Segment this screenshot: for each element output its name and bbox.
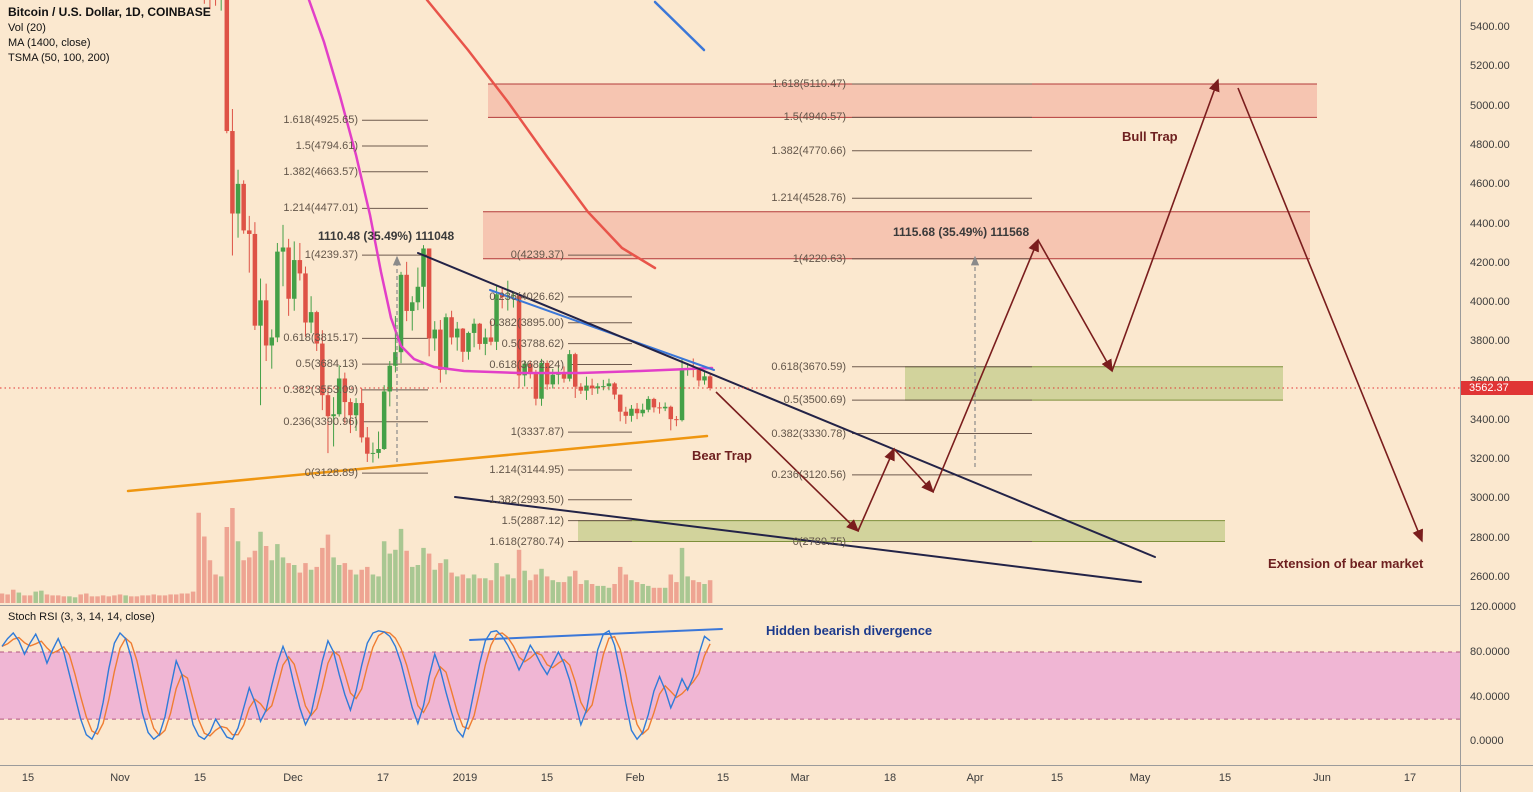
fib-level-label-right: 0.382(3330.78) [771, 427, 846, 440]
price-tick: 2800.00 [1470, 531, 1510, 544]
fib-level-label-mid: 0.618(3682.24) [489, 358, 564, 371]
price-tick: 4200.00 [1470, 256, 1510, 269]
fib-level-label-left: 1.214(4477.01) [283, 202, 358, 215]
price-tick: 4600.00 [1470, 178, 1510, 191]
fib-level-label-right: 0.236(3120.56) [771, 468, 846, 481]
fib-range-label-left[interactable]: 1110.48 (35.49%) 111048 [318, 229, 455, 243]
fib-level-label-mid: 1.382(2993.50) [489, 493, 564, 506]
fib-level-label-mid: 0.382(3895.00) [489, 316, 564, 329]
time-tick: 2019 [452, 772, 478, 784]
legend-volume-study[interactable]: Vol (20) [8, 22, 46, 34]
legend-tsma-study[interactable]: TSMA (50, 100, 200) [8, 52, 110, 64]
fib-level-label-right: 1.382(4770.66) [771, 144, 846, 157]
fib-level-label-left: 1.5(4794.61) [295, 140, 358, 153]
price-tick: 3200.00 [1470, 453, 1510, 466]
price-tick: 3000.00 [1470, 492, 1510, 505]
price-tick: 2600.00 [1470, 571, 1510, 584]
last-price-tag: 3562.37 [1461, 381, 1533, 396]
time-tick: May [1129, 772, 1151, 784]
time-tick: 18 [883, 772, 897, 784]
time-tick: 15 [21, 772, 35, 784]
fib-range-label-right[interactable]: 1115.68 (35.49%) 111568 [893, 225, 1030, 239]
fib-level-label-right: 1.5(4940.57) [783, 111, 846, 124]
stoch-tick: 0.0000 [1470, 735, 1504, 748]
bear-trap-annotation[interactable]: Bear Trap [692, 448, 752, 463]
time-tick: 15 [716, 772, 730, 784]
time-tick: Feb [625, 772, 645, 784]
price-tick: 5400.00 [1470, 21, 1510, 34]
stoch-tick: 80.0000 [1470, 646, 1510, 658]
fib-level-label-mid: 1.618(2780.74) [489, 535, 564, 548]
time-tick: Apr [966, 772, 984, 784]
fib-level-label-mid: 1.5(2887.12) [501, 514, 564, 527]
fib-level-label-left: 1.382(4663.57) [283, 165, 358, 178]
time-tick: 15 [540, 772, 554, 784]
fib-level-label-left: 1(4239.37) [304, 249, 358, 262]
time-tick: 17 [1403, 772, 1417, 784]
price-tick: 3400.00 [1470, 413, 1510, 426]
fib-level-label-left: 0.236(3390.96) [283, 415, 358, 428]
time-tick: 15 [1050, 772, 1064, 784]
fib-level-label-right: 0(2780.75) [792, 535, 846, 548]
time-tick: Mar [790, 772, 810, 784]
fib-level-label-left: 0.5(3684.13) [295, 358, 358, 371]
time-tick: Dec [283, 772, 303, 784]
stoch-tick: 40.0000 [1470, 690, 1510, 703]
fib-level-label-left: 0.382(3553.09) [283, 383, 358, 396]
time-tick: 15 [1218, 772, 1232, 784]
fib-level-label-mid: 1(3337.87) [510, 426, 564, 439]
fib-level-label-right: 0.5(3500.69) [783, 394, 846, 407]
time-tick: 15 [193, 772, 207, 784]
price-tick: 4800.00 [1470, 138, 1510, 151]
fib-level-label-left: 1.618(4925.65) [283, 114, 358, 127]
price-tick: 4000.00 [1470, 296, 1510, 309]
extension-bear-market-annotation[interactable]: Extension of bear market [1268, 556, 1424, 571]
fib-level-label-left: 0(3128.89) [304, 467, 358, 480]
legend-ma-study[interactable]: MA (1400, close) [8, 37, 91, 49]
fib-level-label-right: 1.618(5110.47) [772, 78, 846, 90]
time-tick: Nov [110, 772, 130, 784]
fib-level-label-right: 1(4220.63) [792, 252, 846, 265]
price-tick: 5200.00 [1470, 60, 1510, 73]
price-tick: 4400.00 [1470, 217, 1510, 230]
price-tick: 3800.00 [1470, 335, 1510, 348]
stoch-tick: 120.0000 [1470, 601, 1516, 614]
fib-level-label-right: 1.214(4528.76) [771, 192, 846, 205]
fib-level-label-mid: 1.214(3144.95) [489, 464, 564, 477]
bull-trap-annotation[interactable]: Bull Trap [1122, 129, 1178, 144]
fib-level-label-mid: 0.236(4026.62) [489, 290, 564, 303]
time-tick: Jun [1313, 772, 1331, 784]
fib-level-label-right: 0.618(3670.59) [771, 360, 846, 373]
fib-level-label-left: 0.618(3815.17) [283, 332, 358, 345]
fib-level-label-mid: 0.5(3788.62) [501, 337, 564, 350]
hidden-bearish-divergence-annotation[interactable]: Hidden bearish divergence [766, 623, 933, 638]
fib-level-label-mid: 0(4239.37) [510, 249, 564, 262]
time-tick: 17 [376, 772, 390, 784]
price-tick: 5000.00 [1470, 99, 1510, 112]
stoch-rsi-legend[interactable]: Stoch RSI (3, 3, 14, 14, close) [8, 611, 155, 623]
chart-legend: Bitcoin / U.S. Dollar, 1D, COINBASE Vol … [8, 5, 211, 64]
symbol-title[interactable]: Bitcoin / U.S. Dollar, 1D, COINBASE [8, 5, 211, 19]
